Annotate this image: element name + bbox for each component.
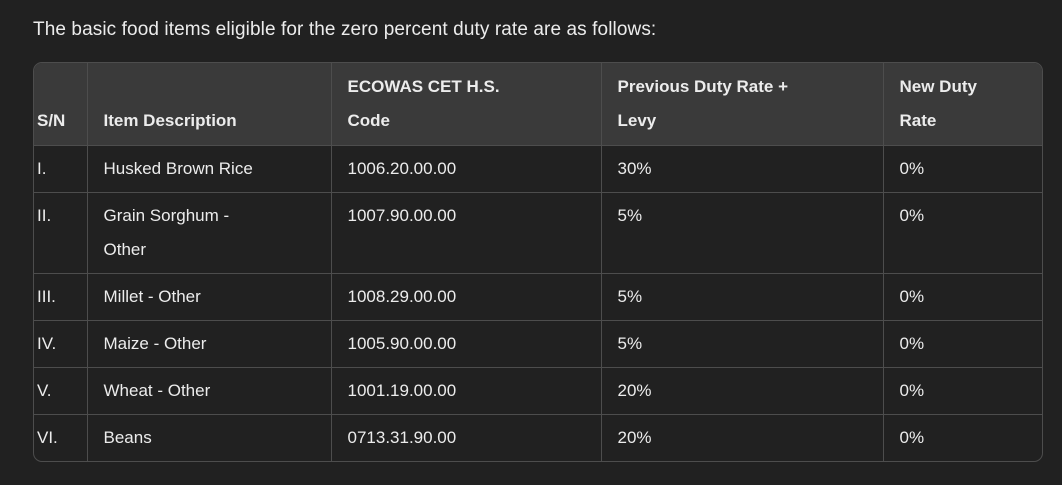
cell-sn: III. <box>34 273 88 321</box>
cell-hs-code: 1006.20.00.00 <box>331 145 602 193</box>
table-row: V. Wheat - Other 1001.19.00.00 20% 0% <box>34 367 1042 415</box>
cell-new-duty-rate: 0% <box>883 273 1042 321</box>
duty-rate-table: S/N Item Description ECOWAS CET H.S. Cod… <box>33 62 1043 462</box>
cell-new-duty-rate: 0% <box>899 428 925 447</box>
table-row: I. Husked Brown Rice 1006.20.00.00 30% 0… <box>34 145 1042 193</box>
page: The basic food items eligible for the ze… <box>33 19 1043 462</box>
column-header-new-duty-rate: New Duty Rate <box>883 63 1042 146</box>
cell-item-description: Beans <box>87 414 332 461</box>
column-header-previous-duty-rate-levy: Previous Duty Rate + Levy <box>601 63 884 146</box>
cell-previous-duty-rate: 30% <box>601 145 884 193</box>
cell-new-duty-rate: 0% <box>883 367 1042 415</box>
cell-sn: VI. <box>34 414 88 461</box>
cell-previous-duty-rate: 20% <box>601 414 884 461</box>
intro-text: The basic food items eligible for the ze… <box>33 19 657 40</box>
duty-rate-table-grid: S/N Item Description ECOWAS CET H.S. Cod… <box>34 63 1042 461</box>
cell-item-description: Wheat - Other <box>87 367 332 415</box>
cell-sn: IV. <box>34 320 88 368</box>
header-row: S/N Item Description ECOWAS CET H.S. Cod… <box>34 63 1042 146</box>
cell-hs-code: 0713.31.90.00 <box>331 414 602 461</box>
cell-item-description: Husked Brown Rice <box>87 145 332 193</box>
cell-sn: V. <box>34 367 88 415</box>
table-row: IV. Maize - Other 1005.90.00.00 5% 0% <box>34 320 1042 368</box>
cell-sn: II. <box>34 192 88 274</box>
cell-hs-code: 1007.90.00.00 <box>331 192 602 274</box>
cell-previous-duty-rate: 5% <box>601 192 884 274</box>
column-header-item-description: Item Description <box>87 63 332 146</box>
cell-previous-duty-rate: 20% <box>601 367 884 415</box>
cell-hs-code: 1005.90.00.00 <box>331 320 602 368</box>
cell-new-duty-rate: 0% <box>883 145 1042 193</box>
cell-previous-duty-rate: 5% <box>601 320 884 368</box>
cell-hs-code: 1008.29.00.00 <box>331 273 602 321</box>
table-row: VI. Beans 0713.31.90.00 20% 0% <box>34 414 1042 461</box>
cell-previous-duty-rate: 5% <box>601 273 884 321</box>
cell-sn: I. <box>34 145 88 193</box>
column-header-sn: S/N <box>34 63 88 146</box>
cell-new-duty-rate: 0% <box>883 320 1042 368</box>
cell-item-description: Millet - Other <box>87 273 332 321</box>
table-row: III. Millet - Other 1008.29.00.00 5% 0% <box>34 273 1042 321</box>
cell-item-description: Maize - Other <box>87 320 332 368</box>
table-row: II. Grain Sorghum - Other 1007.90.00.00 … <box>34 192 1042 274</box>
cell-item-description: Grain Sorghum - Other <box>87 192 332 274</box>
cell-new-duty-rate: 0% <box>883 192 1042 274</box>
column-header-ecowas-cet-hs-code: ECOWAS CET H.S. Code <box>331 63 602 146</box>
cell-hs-code: 1001.19.00.00 <box>331 367 602 415</box>
